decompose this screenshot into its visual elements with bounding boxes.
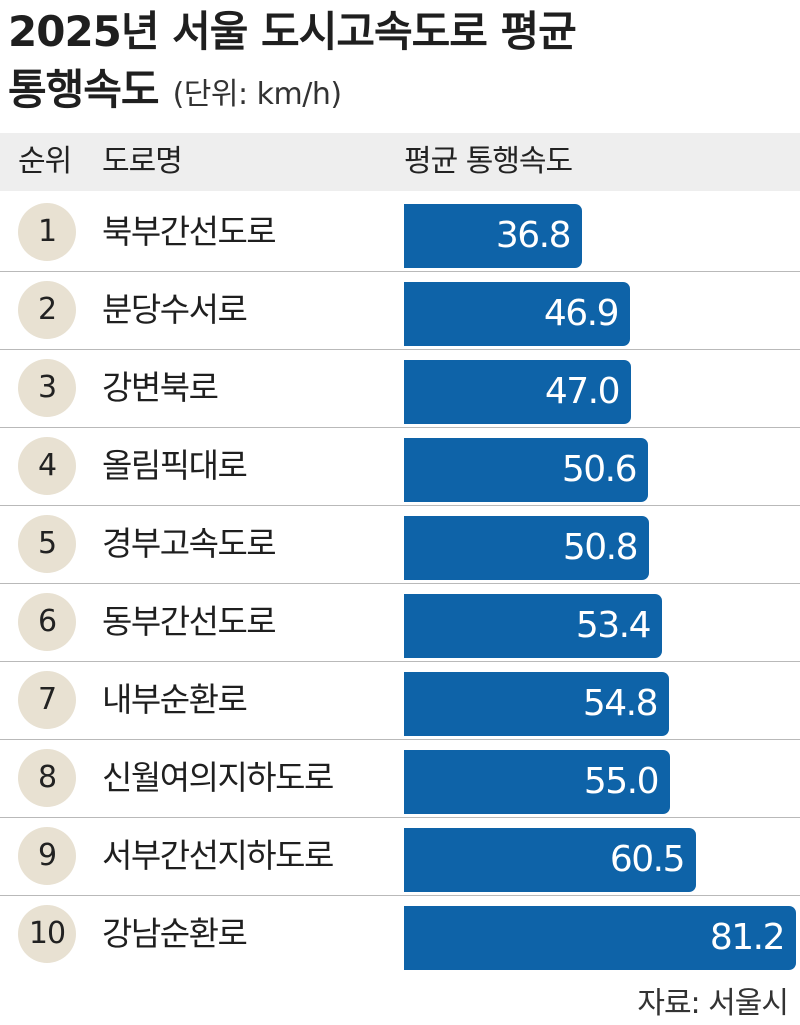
bar-value-label: 47.0 (544, 371, 621, 412)
table-row: 7 내부순환로 54.8 (0, 660, 800, 740)
rank-badge: 1 (18, 203, 76, 261)
road-name: 분당수서로 (102, 290, 248, 329)
header-speed: 평균 통행속도 (404, 144, 573, 179)
rank-badge: 2 (18, 281, 76, 339)
row-divider (0, 661, 800, 662)
bar-value-label: 54.8 (582, 683, 659, 724)
rank-badge: 4 (18, 437, 76, 495)
header-road: 도로명 (102, 144, 183, 179)
header-rank: 순위 (18, 144, 72, 179)
road-name: 북부간선도로 (102, 212, 277, 251)
speed-bar: 53.4 (404, 594, 662, 658)
road-name: 경부고속도로 (102, 524, 277, 563)
bar-value-label: 53.4 (575, 605, 652, 646)
rank-badge: 5 (18, 515, 76, 573)
rank-badge: 8 (18, 749, 76, 807)
table-row: 5 경부고속도로 50.8 (0, 504, 800, 584)
speed-bar: 50.6 (404, 438, 648, 502)
bar-value-label: 46.9 (543, 293, 620, 334)
bar-value-label: 81.2 (709, 917, 786, 958)
table-row: 8 신월여의지하도로 55.0 (0, 738, 800, 818)
speed-bar: 46.9 (404, 282, 630, 346)
road-name: 강남순환로 (102, 914, 248, 953)
chart-title-text: 통행속도 (8, 65, 160, 114)
speed-bar: 50.8 (404, 516, 649, 580)
table-header: 순위 도로명 평균 통행속도 (0, 133, 800, 191)
road-name: 신월여의지하도로 (102, 758, 334, 797)
speed-bar: 55.0 (404, 750, 670, 814)
unit-label: (단위: km/h) (172, 77, 342, 112)
bar-value-label: 36.8 (495, 215, 572, 256)
row-divider (0, 505, 800, 506)
speed-bar: 60.5 (404, 828, 696, 892)
speed-bar: 36.8 (404, 204, 582, 268)
bar-value-label: 50.6 (561, 449, 638, 490)
chart-title-line1: 2025년 서울 도시고속도로 평균 (8, 7, 577, 56)
table-row: 3 강변북로 47.0 (0, 348, 800, 428)
bar-value-label: 60.5 (609, 839, 686, 880)
road-name: 서부간선지하도로 (102, 836, 334, 875)
row-divider (0, 271, 800, 272)
bar-value-label: 55.0 (583, 761, 660, 802)
chart-title-line2: 통행속도 (단위: km/h) (8, 64, 342, 121)
table-row: 10 강남순환로 81.2 (0, 894, 800, 974)
road-name: 올림픽대로 (102, 446, 248, 485)
speed-bar: 81.2 (404, 906, 796, 970)
table-row: 4 올림픽대로 50.6 (0, 426, 800, 506)
table-row: 1 북부간선도로 36.8 (0, 192, 800, 272)
row-divider (0, 427, 800, 428)
row-divider (0, 895, 800, 896)
chart-title: 2025년 서울 도시고속도로 평균 (8, 6, 577, 58)
rank-badge: 9 (18, 827, 76, 885)
rank-badge: 7 (18, 671, 76, 729)
table-row: 9 서부간선지하도로 60.5 (0, 816, 800, 896)
road-name: 내부순환로 (102, 680, 248, 719)
table-row: 2 분당수서로 46.9 (0, 270, 800, 350)
source-note: 자료: 서울시 (637, 986, 789, 1021)
road-name: 강변북로 (102, 368, 219, 407)
rank-badge: 6 (18, 593, 76, 651)
rank-badge: 3 (18, 359, 76, 417)
row-divider (0, 583, 800, 584)
rank-badge: 10 (18, 905, 76, 963)
row-divider (0, 817, 800, 818)
row-divider (0, 739, 800, 740)
speed-bar: 54.8 (404, 672, 669, 736)
bar-value-label: 50.8 (562, 527, 639, 568)
speed-bar: 47.0 (404, 360, 631, 424)
road-name: 동부간선도로 (102, 602, 277, 641)
row-divider (0, 349, 800, 350)
table-row: 6 동부간선도로 53.4 (0, 582, 800, 662)
